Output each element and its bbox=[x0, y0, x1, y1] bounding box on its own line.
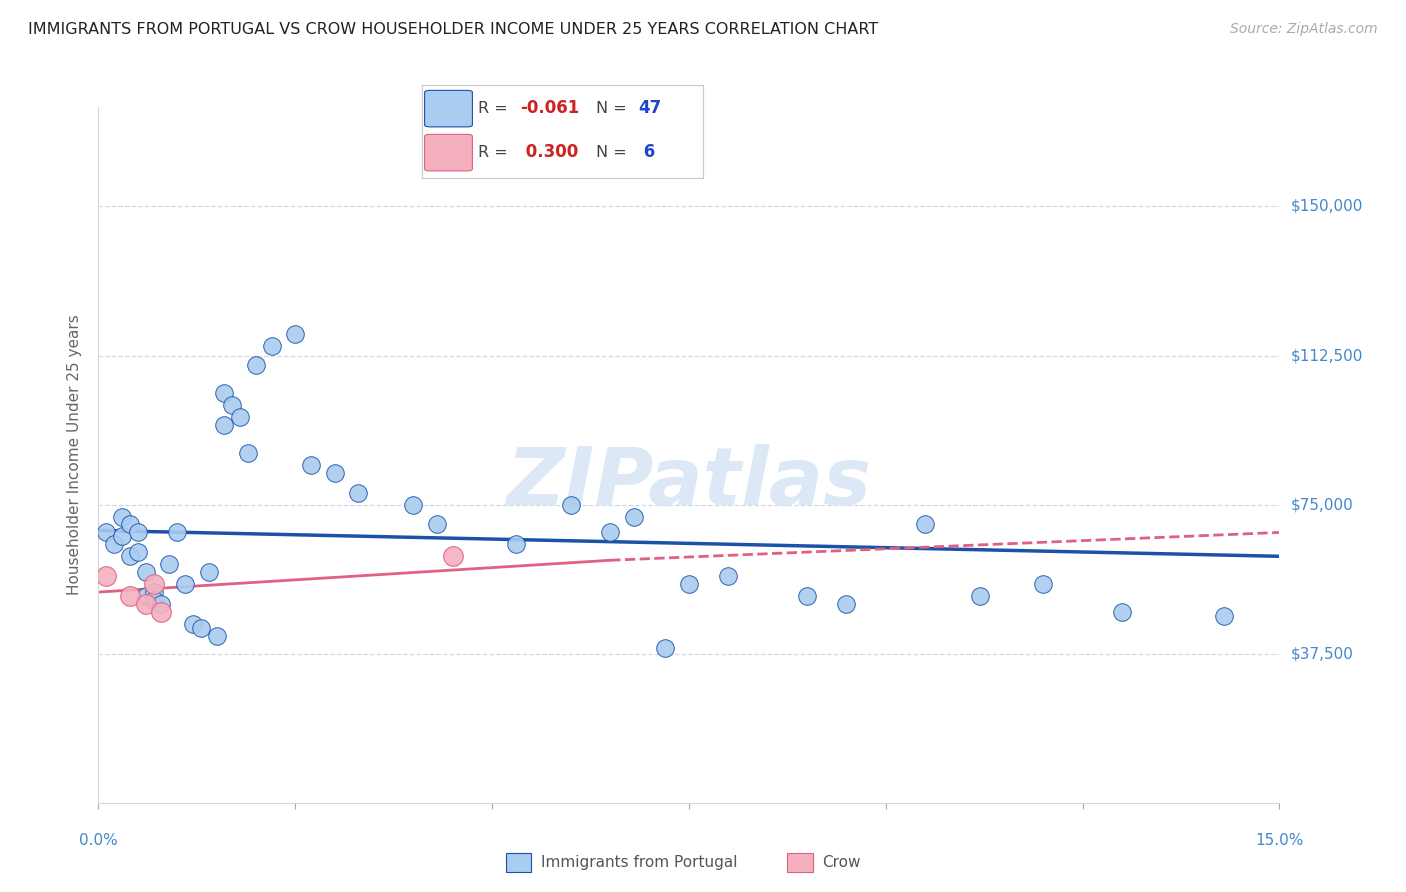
Point bbox=[127, 545, 149, 559]
Text: $75,000: $75,000 bbox=[1291, 497, 1354, 512]
Point bbox=[166, 525, 188, 540]
Point bbox=[150, 605, 173, 619]
Point bbox=[260, 338, 283, 352]
FancyBboxPatch shape bbox=[425, 135, 472, 171]
Point bbox=[678, 577, 700, 591]
Text: Immigrants from Portugal: Immigrants from Portugal bbox=[541, 855, 738, 870]
Point bbox=[796, 589, 818, 603]
Point bbox=[441, 549, 464, 564]
Point bbox=[142, 585, 165, 599]
Point bbox=[142, 593, 165, 607]
Text: Crow: Crow bbox=[823, 855, 860, 870]
Point bbox=[96, 525, 118, 540]
Text: ZIPatlas: ZIPatlas bbox=[506, 443, 872, 522]
Point bbox=[118, 589, 141, 603]
Point bbox=[205, 629, 228, 643]
Point bbox=[174, 577, 197, 591]
Point bbox=[505, 537, 527, 551]
Point bbox=[157, 558, 180, 572]
Point bbox=[717, 569, 740, 583]
FancyBboxPatch shape bbox=[425, 90, 472, 127]
Point bbox=[181, 616, 204, 631]
Point bbox=[426, 517, 449, 532]
Text: $150,000: $150,000 bbox=[1291, 199, 1362, 214]
Point bbox=[214, 386, 236, 401]
Text: 6: 6 bbox=[638, 144, 655, 161]
Point bbox=[118, 517, 141, 532]
Point bbox=[402, 498, 425, 512]
Text: 47: 47 bbox=[638, 99, 662, 117]
Point bbox=[142, 577, 165, 591]
Point bbox=[835, 597, 858, 611]
Point bbox=[214, 418, 236, 433]
Text: 0.0%: 0.0% bbox=[79, 833, 118, 848]
Text: 15.0%: 15.0% bbox=[1256, 833, 1303, 848]
Text: R =: R = bbox=[478, 101, 513, 116]
Point bbox=[284, 326, 307, 341]
Text: 0.300: 0.300 bbox=[520, 144, 578, 161]
Point bbox=[111, 529, 134, 543]
Point bbox=[560, 498, 582, 512]
Point bbox=[347, 485, 370, 500]
Point bbox=[135, 597, 157, 611]
Point bbox=[103, 537, 125, 551]
Point bbox=[150, 597, 173, 611]
Point bbox=[221, 398, 243, 412]
Text: $37,500: $37,500 bbox=[1291, 646, 1354, 661]
Point bbox=[1032, 577, 1054, 591]
Text: $112,500: $112,500 bbox=[1291, 348, 1362, 363]
Point bbox=[245, 359, 267, 373]
Point bbox=[299, 458, 322, 472]
Point bbox=[1213, 609, 1236, 624]
Text: N =: N = bbox=[596, 101, 633, 116]
Point bbox=[127, 525, 149, 540]
Point bbox=[118, 549, 141, 564]
Point bbox=[190, 621, 212, 635]
Point bbox=[135, 589, 157, 603]
Y-axis label: Householder Income Under 25 years: Householder Income Under 25 years bbox=[67, 315, 83, 595]
Point bbox=[969, 589, 991, 603]
Point bbox=[197, 565, 219, 579]
Point bbox=[623, 509, 645, 524]
Point bbox=[599, 525, 621, 540]
Text: N =: N = bbox=[596, 145, 633, 160]
Point bbox=[654, 640, 676, 655]
Point bbox=[1111, 605, 1133, 619]
Text: Source: ZipAtlas.com: Source: ZipAtlas.com bbox=[1230, 22, 1378, 37]
Point bbox=[236, 446, 259, 460]
Point bbox=[323, 466, 346, 480]
Text: -0.061: -0.061 bbox=[520, 99, 579, 117]
Text: IMMIGRANTS FROM PORTUGAL VS CROW HOUSEHOLDER INCOME UNDER 25 YEARS CORRELATION C: IMMIGRANTS FROM PORTUGAL VS CROW HOUSEHO… bbox=[28, 22, 879, 37]
Point bbox=[135, 565, 157, 579]
Point bbox=[111, 509, 134, 524]
Point bbox=[96, 569, 118, 583]
Point bbox=[229, 410, 252, 425]
Point bbox=[914, 517, 936, 532]
Text: R =: R = bbox=[478, 145, 513, 160]
